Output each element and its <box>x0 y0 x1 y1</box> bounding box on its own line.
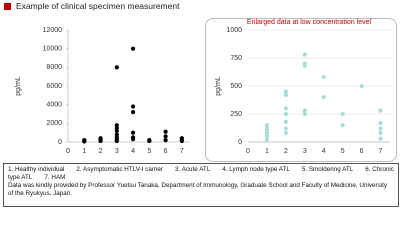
point <box>179 138 184 144</box>
point <box>130 104 136 109</box>
legend-item: 2. Asymptomatic HTLV-I carrier <box>76 166 164 173</box>
legend-item: 6. Chronic type ATL <box>8 166 394 181</box>
y-tick-label: 250 <box>230 111 242 118</box>
x-tick-label: 1 <box>265 148 269 155</box>
legend-item: 4. Lymph node type ATL <box>222 166 290 173</box>
point <box>283 130 288 136</box>
point <box>302 63 307 68</box>
page: Example of clinical specimen measurement… <box>3 1 399 207</box>
x-tick-label: 5 <box>341 148 345 155</box>
x-tick-label: 1 <box>82 148 86 155</box>
x-tick-label: 6 <box>360 148 364 155</box>
y-tick-label: 500 <box>230 83 242 90</box>
y-tick-label: 2000 <box>46 120 62 127</box>
legend-item: 7. HAM <box>44 174 66 181</box>
x-tick-label: 3 <box>115 148 119 155</box>
point <box>114 138 119 144</box>
point <box>302 111 307 117</box>
point <box>98 136 103 141</box>
point <box>283 106 288 111</box>
point <box>130 110 136 115</box>
annotation: Enlarged data at low concentration level <box>247 19 372 26</box>
point <box>340 111 345 117</box>
point <box>340 123 345 128</box>
x-tick-label: 7 <box>180 148 184 155</box>
point <box>359 83 364 89</box>
footnote: 1. Healthy individual 2. Asymptomatic HTL… <box>3 163 399 207</box>
x-tick-label: 2 <box>284 148 288 155</box>
point <box>264 123 270 128</box>
panel-frame <box>205 18 397 162</box>
title: Example of clinical specimen measurement <box>16 1 180 11</box>
point <box>283 111 288 117</box>
y-tick-label: 0 <box>238 139 242 146</box>
point <box>378 130 383 136</box>
legend-item: 3. Acute ATL <box>175 166 211 173</box>
y-tick-label: 4000 <box>46 102 62 109</box>
point <box>321 95 326 100</box>
y-tick-label: 1000 <box>226 27 242 34</box>
point <box>302 108 307 113</box>
legend-item: 1. Healthy individual <box>8 166 65 173</box>
point <box>302 52 307 57</box>
point <box>264 130 270 136</box>
legend-items: 1. Healthy individual 2. Asymptomatic HTL… <box>8 166 394 182</box>
point <box>163 134 168 139</box>
point <box>163 129 168 134</box>
x-tick-label: 5 <box>147 148 151 155</box>
point <box>264 137 270 142</box>
x-tick-label: 7 <box>379 148 383 155</box>
y-tick-label: 0 <box>58 139 62 146</box>
y-tick-label: 12000 <box>43 27 63 34</box>
point <box>130 137 136 142</box>
point <box>283 119 288 124</box>
x-tick-label: 2 <box>99 148 103 155</box>
x-tick-label: 0 <box>246 148 250 155</box>
point <box>283 126 288 131</box>
y-axis-label: pg/mL <box>15 76 22 96</box>
y-axis-label: pg/mL <box>215 76 222 96</box>
point <box>378 120 383 126</box>
y-tick-label: 8000 <box>46 64 62 71</box>
point <box>378 136 383 141</box>
point <box>378 126 383 131</box>
x-tick-label: 4 <box>131 148 135 155</box>
bullet <box>4 2 11 10</box>
header: Example of clinical specimen measurement <box>4 1 179 11</box>
point <box>378 108 383 113</box>
x-tick-label: 0 <box>66 148 70 155</box>
x-tick-label: 6 <box>164 148 168 155</box>
point <box>114 65 119 70</box>
y-tick-label: 10000 <box>43 46 63 53</box>
x-tick-label: 3 <box>303 148 307 155</box>
point <box>163 138 168 143</box>
point <box>130 46 136 51</box>
y-tick-label: 6000 <box>46 83 62 90</box>
point <box>114 128 119 133</box>
point <box>283 92 288 98</box>
credit: Data was kindly provided by Professor Yu… <box>8 182 388 197</box>
x-tick-label: 4 <box>322 148 326 155</box>
point <box>321 74 326 80</box>
y-tick-label: 750 <box>230 55 242 62</box>
point <box>130 130 136 135</box>
point <box>82 139 87 144</box>
legend-item: 5. Smoldering ATL <box>301 166 354 173</box>
point <box>283 89 288 94</box>
point <box>264 134 270 139</box>
point <box>147 138 152 144</box>
